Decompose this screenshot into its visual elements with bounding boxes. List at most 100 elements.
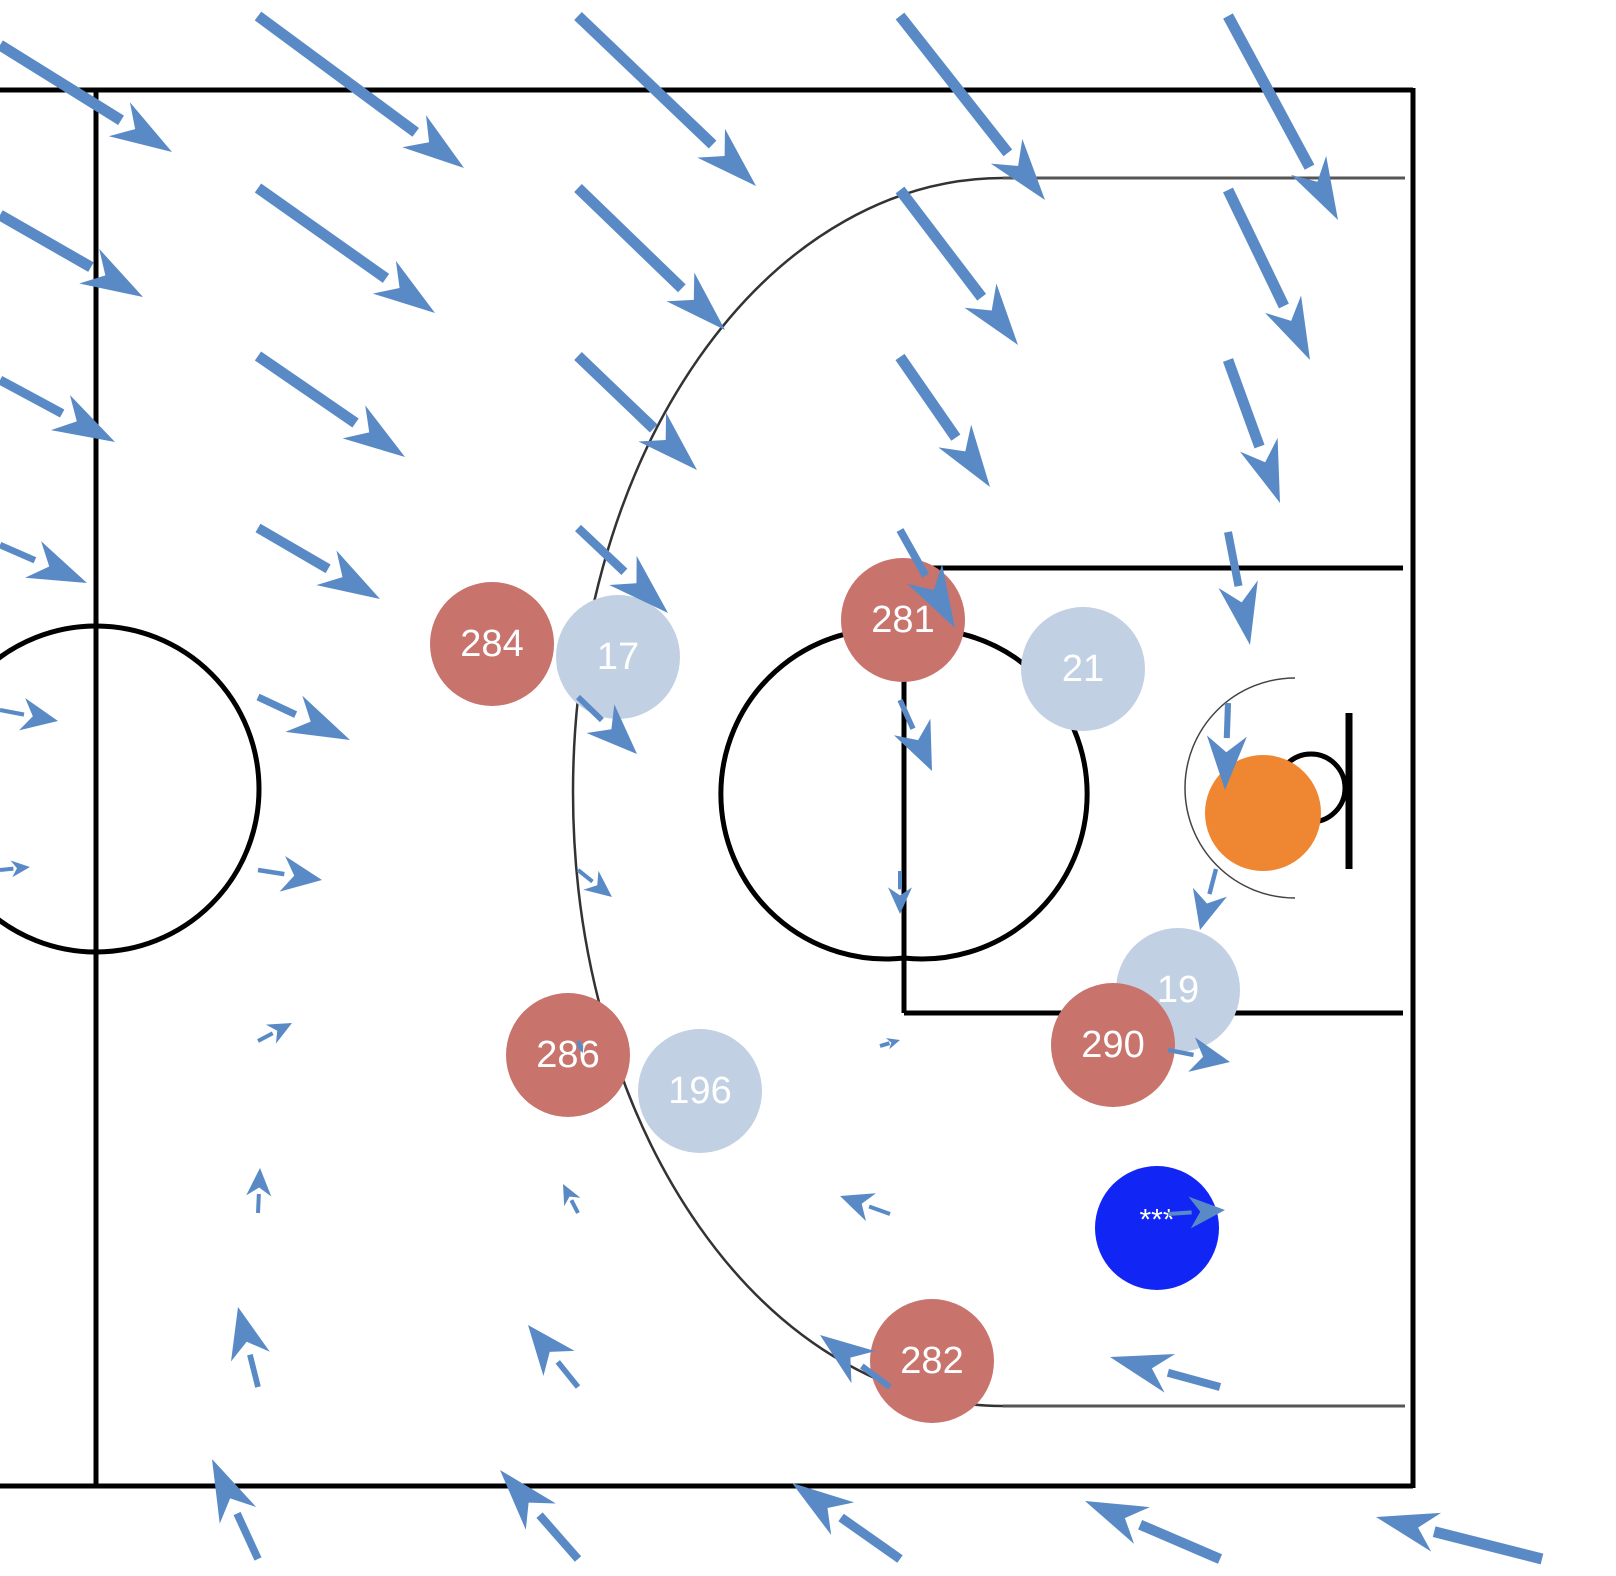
flow-arrow-icon [528, 1325, 575, 1376]
flow-arrow [888, 871, 912, 914]
flow-arrow-icon [1218, 580, 1258, 645]
offense-player-281: 281 [841, 558, 965, 682]
flow-arrow-icon [246, 1168, 272, 1197]
flow-arrow [820, 1335, 892, 1390]
flow-arrow [257, 1023, 292, 1044]
flow-arrow-icon [500, 1470, 556, 1530]
flow-arrow-icon [666, 272, 725, 330]
flow-arrow-icon [10, 860, 30, 878]
flow-arrow-icon [820, 1335, 876, 1384]
flow-arrow [575, 524, 668, 613]
offense-player-290-marker [1051, 983, 1175, 1107]
flow-arrow-shaft [555, 1360, 581, 1389]
flow-arrow [254, 351, 405, 457]
flow-arrow-shaft [257, 1031, 274, 1043]
flow-arrow-shaft [233, 1511, 262, 1561]
flow-arrow-shaft [879, 1041, 891, 1048]
flow-arrow-shaft [256, 1193, 261, 1214]
offense-player-286-marker [506, 993, 630, 1117]
flow-arrow-icon [316, 550, 380, 599]
target-marker-label: *** [1139, 1204, 1174, 1237]
flow-arrow-shaft [1166, 1368, 1222, 1391]
flow-arrow [0, 210, 143, 297]
flow-arrow-shaft [1223, 187, 1289, 309]
flow-arrow-icon [212, 1459, 257, 1524]
flow-arrow [574, 184, 725, 330]
flow-arrow-icon [285, 695, 350, 740]
flow-arrow-shaft [254, 11, 419, 137]
flow-arrow [500, 1470, 582, 1562]
offense-player-286: 286 [506, 993, 630, 1117]
flow-arrow-shaft [1138, 1519, 1223, 1564]
flow-arrow-icon [265, 1023, 292, 1044]
flow-arrow-icon [108, 102, 172, 152]
flow-arrow-icon [279, 855, 322, 892]
flow-arrow [1206, 702, 1247, 790]
offense-player-284: 284 [430, 582, 554, 706]
flow-arrow-shaft [257, 867, 285, 877]
flow-arrow-icon [18, 697, 58, 731]
flow-arrow [212, 1459, 262, 1561]
flow-arrow [574, 352, 697, 470]
target-marker-icon [1095, 1166, 1219, 1290]
target-marker: *** [1095, 1166, 1219, 1290]
flow-arrow-icon [583, 870, 612, 897]
flow-arrow [230, 1307, 270, 1388]
flow-arrow [1218, 531, 1258, 645]
offense-player-284-label: 284 [460, 623, 523, 665]
flow-arrow-shaft [1223, 702, 1232, 739]
restricted-area-arc [1184, 677, 1296, 899]
defense-player-17-label: 17 [597, 636, 639, 678]
flow-arrow-icon [586, 704, 637, 754]
flow-arrow [840, 1193, 891, 1222]
flow-arrow [576, 1040, 584, 1053]
flow-arrow-shaft [859, 1363, 892, 1390]
flow-arrow-shaft [0, 866, 14, 872]
flow-arrow-shaft [576, 1040, 583, 1049]
flow-arrow [0, 40, 172, 152]
flow-arrow-shaft [256, 693, 298, 718]
flow-arrow-icon [1206, 735, 1247, 790]
offense-player-282-label: 282 [900, 1340, 963, 1382]
flow-arrow [256, 693, 350, 740]
flow-field [0, 11, 1544, 1565]
basketball-icon [1205, 755, 1321, 871]
flow-arrow [254, 183, 435, 313]
offense-player-290: 290 [1051, 983, 1175, 1107]
flow-arrow-icon [638, 412, 697, 470]
flow-arrow-icon [609, 555, 668, 613]
flow-arrow-icon [1290, 155, 1338, 220]
flow-arrow-icon [25, 541, 87, 583]
flow-arrow-shaft [254, 183, 390, 283]
offense-player-284-marker [430, 582, 554, 706]
flow-arrow [257, 855, 322, 892]
flow-arrow-shaft [575, 524, 628, 575]
flow-arrow [1223, 13, 1338, 220]
flow-arrow-shaft [895, 12, 1013, 157]
flow-arrow-icon [938, 424, 990, 487]
flow-arrow [1376, 1512, 1544, 1565]
flow-arrow-shaft [868, 1204, 891, 1216]
flow-arrow [895, 12, 1045, 200]
flow-arrow-icon [885, 1038, 900, 1050]
defense-player-17: 17 [556, 595, 680, 719]
flow-arrow [1110, 1354, 1222, 1393]
defense-player-21: 21 [1021, 607, 1145, 731]
flow-arrow [879, 1038, 900, 1050]
flow-arrow-shaft [1167, 1047, 1194, 1058]
flow-arrow-icon [1188, 1196, 1225, 1229]
flow-arrow [254, 11, 464, 168]
flow-arrow-icon [1240, 437, 1280, 503]
offense-player-290-label: 290 [1081, 1024, 1144, 1066]
flow-arrow-shaft [0, 541, 37, 564]
flow-arrow-icon [1188, 1037, 1230, 1072]
flow-arrow [1085, 1501, 1223, 1564]
offense-player-282-marker [870, 1299, 994, 1423]
defense-player-21-marker [1021, 607, 1145, 731]
defense-player-196-marker [638, 1029, 762, 1153]
flow-arrow-shaft [897, 698, 916, 730]
flow-arrow-icon [893, 718, 932, 771]
flow-arrow-shaft [0, 40, 124, 125]
flow-arrow-shaft [255, 523, 331, 574]
